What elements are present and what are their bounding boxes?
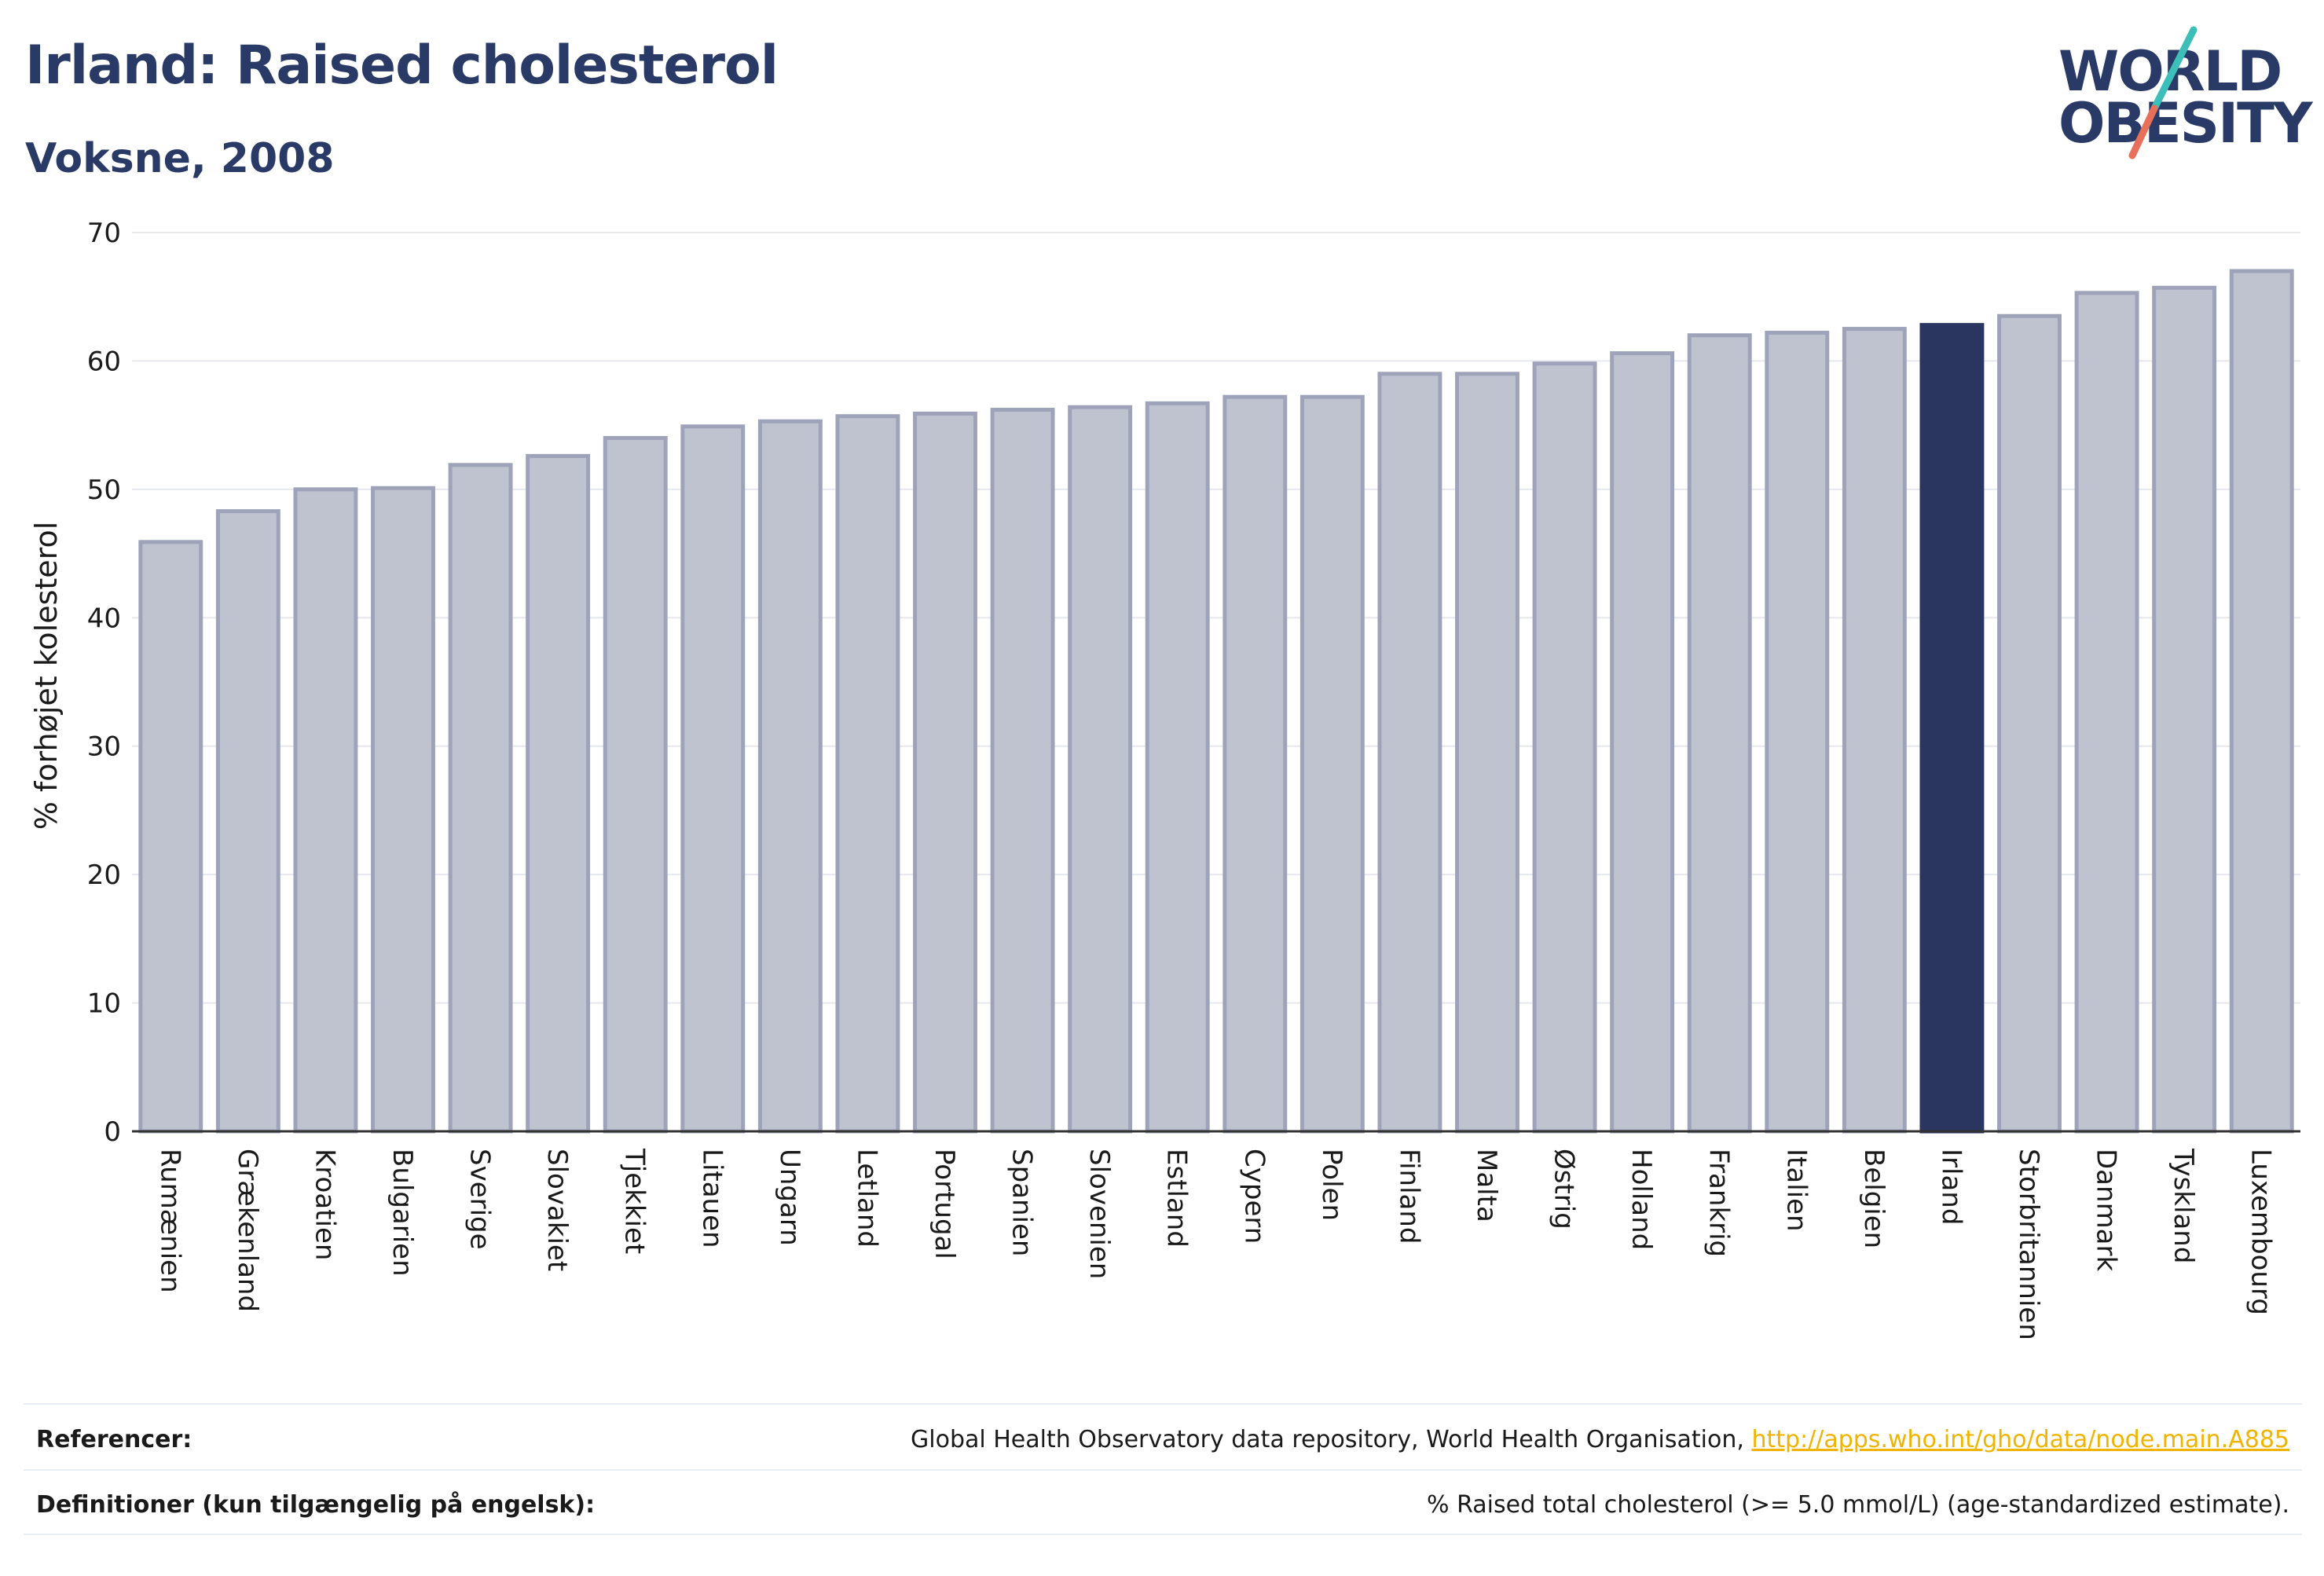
- x-tick-label: Østrig: [1549, 1149, 1580, 1230]
- x-tick-label: Estland: [1161, 1149, 1193, 1248]
- x-tick-label: Italien: [1780, 1149, 1812, 1232]
- definitions-text: % Raised total cholesterol (>= 5.0 mmol/…: [1427, 1491, 2289, 1519]
- x-tick-label: Spanien: [1006, 1149, 1038, 1256]
- x-tick-label: Grækenland: [232, 1149, 263, 1312]
- references-link[interactable]: http://apps.who.int/gho/data/node.main.A…: [1751, 1426, 2289, 1453]
- y-tick-label: 70: [87, 218, 121, 249]
- bar-kroatien[interactable]: [293, 487, 358, 1134]
- references-source: Global Health Observatory data repositor…: [911, 1426, 1752, 1453]
- bar-tyskland[interactable]: [2152, 285, 2217, 1134]
- bar-irland[interactable]: [1919, 323, 1985, 1134]
- y-tick-label: 0: [104, 1116, 121, 1148]
- y-axis-label: % forhøjet kolesterol: [29, 522, 64, 830]
- bar-italien[interactable]: [1765, 330, 1830, 1134]
- y-tick-label: 40: [87, 603, 121, 634]
- footer-divider-bottom: [24, 1534, 2302, 1535]
- x-tick-label: Holland: [1626, 1149, 1657, 1250]
- x-tick-label: Slovenien: [1083, 1149, 1115, 1279]
- y-tick-label: 60: [87, 346, 121, 377]
- references-label: Referencer:: [36, 1426, 192, 1453]
- bar-spanien[interactable]: [990, 408, 1055, 1134]
- x-tick-label: Portugal: [929, 1149, 960, 1259]
- logo-slash-icon: [2128, 26, 2198, 159]
- bar-rumænien[interactable]: [138, 540, 203, 1134]
- logo-line-2: OBESITY: [2058, 91, 2313, 156]
- bar-slovenien[interactable]: [1068, 405, 1133, 1134]
- x-tick-label: Sverige: [464, 1149, 496, 1250]
- bar-litauen[interactable]: [680, 424, 746, 1134]
- bar-sverige[interactable]: [448, 463, 513, 1134]
- x-tick-label: Finland: [1393, 1149, 1424, 1244]
- x-tick-label: Rumænien: [154, 1149, 185, 1293]
- x-tick-label: Polen: [1316, 1149, 1347, 1221]
- x-tick-label: Tyskland: [2168, 1148, 2199, 1263]
- bar-cypern[interactable]: [1222, 394, 1288, 1134]
- x-tick-label: Cypern: [1238, 1149, 1270, 1244]
- x-tick-label: Storbritannien: [2013, 1149, 2044, 1340]
- references-text: Global Health Observatory data repositor…: [911, 1426, 2289, 1453]
- bar-malta[interactable]: [1455, 372, 1519, 1134]
- world-obesity-logo[interactable]: WORLD OBESITY: [2043, 16, 2313, 173]
- y-tick-label: 50: [87, 475, 121, 506]
- x-tick-label: Frankrig: [1703, 1149, 1735, 1257]
- x-tick-label: Danmark: [2091, 1149, 2122, 1271]
- axes: 0 10 20 30 40 50 60 70 Rumænien Grækenland Kroatie…: [87, 218, 2300, 1340]
- y-tick-label: 20: [87, 859, 121, 891]
- x-tick-label: Kroatien: [309, 1149, 340, 1260]
- logo-slash-bottom: [2128, 104, 2158, 159]
- bar-chart: 0 10 20 30 40 50 60 70 Rumænien Grækenland Kroatie…: [29, 218, 2300, 1340]
- y-tick-label: 10: [87, 988, 121, 1020]
- bar-ungarn[interactable]: [757, 419, 823, 1134]
- x-tick-label: Letland: [851, 1149, 882, 1248]
- x-tick-label: Luxembourg: [2245, 1149, 2277, 1315]
- bar-storbritannien[interactable]: [1997, 313, 2062, 1134]
- bar-letland[interactable]: [835, 414, 900, 1134]
- x-tick-label: Belgien: [1858, 1149, 1890, 1248]
- bar-bulgarien[interactable]: [371, 486, 435, 1134]
- x-tick-label: Ungarn: [774, 1149, 805, 1246]
- bar-danmark[interactable]: [2074, 291, 2139, 1134]
- bar-portugal[interactable]: [913, 411, 977, 1134]
- x-tick-label: Malta: [1471, 1149, 1502, 1222]
- bar-tjekkiet[interactable]: [603, 435, 668, 1134]
- bar-grækenland[interactable]: [215, 509, 280, 1134]
- definitions-label: Definitioner (kun tilgængelig på engelsk…: [36, 1491, 596, 1519]
- x-tick-label: Slovakiet: [541, 1149, 573, 1271]
- bar-luxembourg[interactable]: [2229, 269, 2294, 1134]
- x-tick-label: Irland: [1935, 1149, 1967, 1225]
- y-tick-label: 30: [87, 731, 121, 763]
- bar-østrig[interactable]: [1532, 361, 1597, 1134]
- chart-title: Irland: Raised cholesterol: [25, 35, 779, 97]
- bar-belgien[interactable]: [1842, 327, 1907, 1134]
- bar-holland[interactable]: [1610, 351, 1675, 1134]
- x-tick-label: Litauen: [696, 1149, 728, 1248]
- bar-estland[interactable]: [1145, 401, 1210, 1134]
- x-tick-label: Bulgarien: [387, 1149, 418, 1277]
- footer-divider-middle: [24, 1469, 2302, 1471]
- chart-subtitle: Voksne, 2008: [25, 135, 335, 182]
- bar-polen[interactable]: [1299, 394, 1365, 1134]
- bar-frankrig[interactable]: [1687, 333, 1752, 1134]
- x-tick-label: Tjekkiet: [619, 1148, 651, 1254]
- bar-slovakiet[interactable]: [526, 453, 591, 1134]
- bar-finland[interactable]: [1377, 372, 1442, 1134]
- footer-divider-top: [24, 1403, 2302, 1405]
- logo-slash-top: [2150, 26, 2198, 112]
